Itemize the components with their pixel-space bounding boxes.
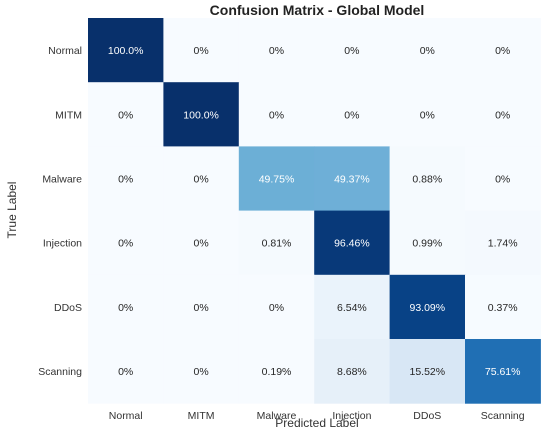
cell-value-label: 0%: [118, 366, 133, 378]
heatmap-cell-normal-scanning: [465, 18, 541, 83]
cell-value-label: 0%: [194, 174, 209, 186]
heatmap-cell-scanning-scanning: [465, 339, 541, 404]
cell-value-label: 0%: [344, 45, 359, 57]
x-tick-labels: Normal MITM Malware Injection DDoS Scanning: [109, 410, 525, 422]
x-axis-label: Predicted Label: [275, 416, 358, 430]
x-tick-label-normal: Normal: [109, 410, 143, 422]
y-tick-label-normal: Normal: [48, 45, 82, 57]
heatmap-cells: 100.0% 0% 0% 0% 0% 0% 0% 100.0% 0% 0% 0% 0% 0% 0% 49.7…: [88, 18, 541, 404]
cell-value-label: 100.0%: [108, 45, 144, 57]
heatmap-cell-injection-injection: [314, 210, 391, 276]
cell-value-label: 15.52%: [409, 366, 445, 378]
cell-value-label: 0%: [118, 238, 133, 250]
y-tick-label-scanning: Scanning: [38, 366, 82, 378]
cell-value-label: 0.19%: [262, 366, 292, 378]
heatmap-cell-mitm-normal: [88, 82, 164, 147]
cell-value-label: 1.74%: [488, 238, 518, 250]
y-tick-labels: Normal MITM Malware Injection DDoS Scanning: [38, 45, 82, 378]
heatmap-cell-ddos-ddos: [389, 274, 466, 340]
heatmap-cell-injection-normal: [88, 210, 164, 276]
heatmap-cell-scanning-injection: [314, 339, 391, 404]
heatmap-cell-malware-injection: [314, 146, 391, 212]
y-axis-label: True Label: [5, 182, 19, 239]
cell-value-label: 96.46%: [334, 238, 370, 250]
cell-value-label: 0.37%: [488, 302, 518, 314]
heatmap-cell-normal-ddos: [389, 18, 466, 83]
cell-value-label: 0%: [495, 109, 510, 121]
cell-value-label: 0%: [194, 366, 209, 378]
heatmap-cell-ddos-mitm: [163, 274, 240, 340]
cell-value-label: 0.99%: [412, 238, 442, 250]
cell-value-label: 100.0%: [183, 109, 219, 121]
heatmap-cell-ddos-normal: [88, 274, 164, 340]
heatmap-cell-scanning-malware: [238, 339, 315, 404]
cell-value-label: 0.81%: [262, 238, 292, 250]
cell-value-label: 75.61%: [485, 366, 521, 378]
cell-value-label: 0%: [194, 45, 209, 57]
heatmap-cell-malware-normal: [88, 146, 164, 212]
heatmap-cell-injection-mitm: [163, 210, 240, 276]
y-tick-label-malware: Malware: [42, 174, 82, 186]
heatmap-cell-mitm-malware: [238, 82, 315, 147]
heatmap-cell-ddos-injection: [314, 274, 391, 340]
cell-value-label: 0%: [344, 109, 359, 121]
heatmap-cell-malware-malware: [238, 146, 315, 212]
x-tick-label-injection: Injection: [332, 410, 371, 422]
heatmap-cell-mitm-injection: [314, 82, 391, 147]
cell-value-label: 8.68%: [337, 366, 367, 378]
x-tick-label-malware: Malware: [257, 410, 297, 422]
cell-value-label: 0%: [194, 238, 209, 250]
x-tick-label-mitm: MITM: [188, 410, 215, 422]
heatmap-cell-malware-ddos: [389, 146, 466, 212]
heatmap-cell-ddos-scanning: [465, 274, 541, 340]
heatmap-cell-ddos-malware: [238, 274, 315, 340]
heatmap-cell-injection-ddos: [389, 210, 466, 276]
heatmap-cell-injection-scanning: [465, 210, 541, 276]
heatmap-cell-scanning-mitm: [163, 339, 240, 404]
cell-value-label: 0.88%: [412, 174, 442, 186]
cell-value-label: 0%: [269, 302, 284, 314]
y-tick-label-injection: Injection: [43, 238, 82, 250]
heatmap-cell-scanning-normal: [88, 339, 164, 404]
cell-value-label: 49.75%: [259, 174, 295, 186]
heatmap-cell-mitm-ddos: [389, 82, 466, 147]
heatmap-cell-normal-mitm: [163, 18, 240, 83]
cell-value-label: 0%: [495, 174, 510, 186]
cell-value-label: 6.54%: [337, 302, 367, 314]
heatmap-cell-malware-mitm: [163, 146, 240, 212]
cell-value-label: 0%: [118, 174, 133, 186]
heatmap-cell-malware-scanning: [465, 146, 541, 212]
heatmap-cell-normal-injection: [314, 18, 391, 83]
cell-value-label: 0%: [118, 109, 133, 121]
heatmap-cell-normal-normal: [88, 18, 164, 83]
heatmap-cell-mitm-scanning: [465, 82, 541, 147]
cell-value-label: 0%: [194, 302, 209, 314]
heatmap-cell-scanning-ddos: [389, 339, 466, 404]
x-tick-label-scanning: Scanning: [481, 410, 525, 422]
x-tick-label-ddos: DDoS: [413, 410, 441, 422]
cell-value-label: 0%: [420, 45, 435, 57]
cell-value-label: 0%: [269, 45, 284, 57]
cell-value-label: 93.09%: [409, 302, 445, 314]
cell-value-label: 0%: [495, 45, 510, 57]
cell-value-label: 0%: [118, 302, 133, 314]
heatmap-cell-normal-malware: [238, 18, 315, 83]
cell-value-label: 0%: [269, 109, 284, 121]
y-tick-label-mitm: MITM: [55, 109, 82, 121]
heatmap-cell-injection-malware: [238, 210, 315, 276]
cell-value-label: 49.37%: [334, 174, 370, 186]
cell-value-label: 0%: [420, 109, 435, 121]
chart-title: Confusion Matrix - Global Model: [210, 2, 425, 18]
heatmap-cell-mitm-mitm: [163, 82, 240, 147]
y-tick-label-ddos: DDoS: [54, 302, 82, 314]
